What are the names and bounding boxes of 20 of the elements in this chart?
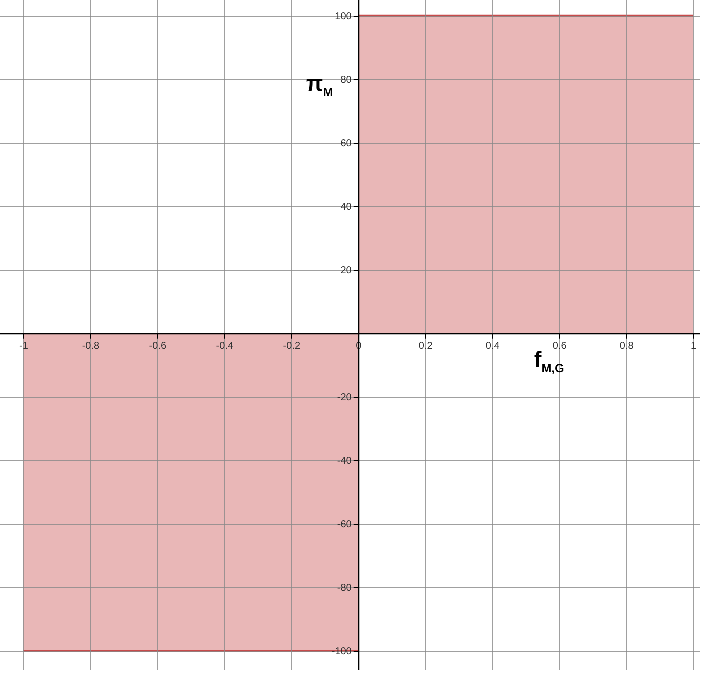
y-tick-label: 40 xyxy=(340,202,352,213)
y-tick-label: 100 xyxy=(335,11,352,22)
y-tick-label: -20 xyxy=(337,392,352,404)
x-tick-label: 0.6 xyxy=(552,340,568,352)
x-tick-label: 1 xyxy=(691,340,698,352)
x-tick-label: 0.8 xyxy=(620,340,634,352)
y-tick-label: 80 xyxy=(340,74,352,86)
x-tick-label: -0.6 xyxy=(149,340,167,352)
y-axis-title: π$_{M}$ xyxy=(306,71,334,100)
y-tick-label: -80 xyxy=(337,582,352,594)
x-tick-label: 0.2 xyxy=(418,340,434,352)
y-tick-label: 20 xyxy=(340,265,352,276)
x-tick-label: 0.4 xyxy=(486,340,500,352)
x-tick-label: -0.4 xyxy=(216,340,234,352)
x-tick-label: -0.2 xyxy=(283,340,301,352)
y-tick-label: -40 xyxy=(337,456,352,467)
x-tick-label: -1 xyxy=(19,340,29,352)
x-tick-label: -0.8 xyxy=(82,340,100,352)
y-tick-label: 60 xyxy=(340,138,352,150)
y-tick-label: -60 xyxy=(337,519,352,530)
